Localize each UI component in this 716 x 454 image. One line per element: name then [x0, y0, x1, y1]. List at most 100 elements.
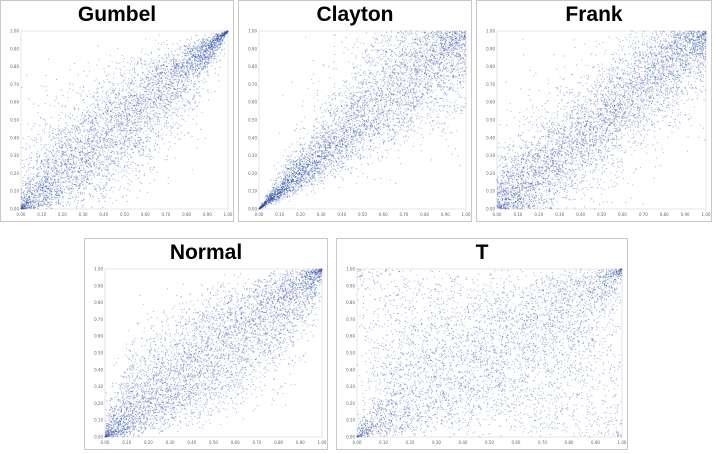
scatter-point: [166, 119, 168, 121]
scatter-point: [187, 47, 189, 49]
scatter-point: [49, 205, 51, 207]
scatter-point: [193, 46, 195, 48]
scatter-point: [226, 31, 228, 33]
scatter-point: [225, 32, 227, 34]
scatter-point: [41, 164, 43, 166]
scatter-point: [107, 111, 109, 113]
scatter-point: [97, 45, 99, 47]
scatter-point: [219, 38, 221, 40]
scatter-point: [184, 51, 186, 53]
scatter-point: [126, 115, 128, 117]
scatter-point: [198, 86, 200, 88]
scatter-point: [170, 82, 172, 84]
scatter-point: [167, 53, 169, 55]
scatter-point: [109, 172, 111, 174]
scatter-point: [87, 166, 89, 168]
scatter-point: [99, 186, 101, 188]
scatter-point: [82, 161, 84, 163]
scatter-point: [126, 201, 128, 203]
scatter-point: [183, 53, 185, 55]
scatter-point: [217, 39, 219, 41]
scatter-point: [150, 87, 152, 89]
scatter-point: [138, 146, 140, 148]
scatter-point: [174, 66, 176, 68]
scatter-point: [191, 50, 193, 52]
scatter-point: [92, 122, 94, 124]
scatter-point: [206, 45, 208, 47]
scatter-point: [111, 83, 113, 84]
scatter-point: [64, 159, 66, 161]
scatter-point: [49, 126, 51, 128]
scatter-point: [35, 196, 37, 198]
scatter-point: [159, 80, 161, 82]
scatter-point: [51, 167, 53, 169]
scatter-point: [226, 32, 228, 34]
scatter-point: [74, 183, 76, 185]
scatter-point: [149, 113, 151, 115]
scatter-point: [131, 78, 133, 80]
scatter-point: [207, 65, 209, 67]
scatter-point: [184, 46, 186, 48]
scatter-point: [153, 62, 155, 64]
scatter-point: [227, 30, 229, 32]
scatter-point: [33, 179, 35, 181]
scatter-point: [44, 169, 46, 171]
scatter-point: [185, 105, 187, 107]
scatter-point: [155, 133, 157, 135]
scatter-point: [25, 183, 27, 185]
scatter-point: [88, 115, 90, 117]
scatter-point: [178, 79, 180, 81]
scatter-point: [50, 116, 52, 118]
scatter-point: [91, 120, 93, 122]
scatter-point: [41, 189, 43, 191]
scatter-point: [126, 118, 128, 120]
scatter-point: [87, 156, 89, 158]
scatter-point: [159, 94, 161, 96]
scatter-point: [196, 75, 198, 77]
scatter-point: [172, 59, 174, 61]
scatter-point: [202, 48, 204, 50]
scatter-point: [180, 75, 182, 77]
scatter-point: [70, 177, 72, 179]
scatter-point: [83, 179, 85, 181]
scatter-point: [103, 138, 105, 140]
scatter-point: [161, 107, 163, 109]
scatter-point: [88, 137, 90, 139]
scatter-point: [154, 149, 156, 151]
scatter-point: [201, 57, 203, 59]
scatter-point: [61, 163, 63, 165]
scatter-point: [116, 135, 118, 137]
scatter-point: [72, 149, 74, 151]
scatter-point: [189, 56, 191, 58]
scatter-point: [180, 95, 182, 97]
scatter-point: [149, 183, 151, 185]
scatter-point: [152, 60, 154, 62]
scatter-point: [217, 35, 219, 37]
scatter-point: [97, 157, 99, 159]
scatter-point: [134, 140, 136, 142]
scatter-point: [104, 187, 106, 189]
scatter-point: [133, 122, 135, 124]
scatter-point: [53, 168, 55, 170]
scatter-point: [44, 147, 46, 149]
scatter-point: [216, 39, 218, 41]
scatter-point: [96, 175, 98, 177]
scatter-point: [78, 107, 80, 109]
scatter-point: [89, 111, 91, 113]
scatter-point: [36, 206, 38, 208]
scatter-point: [199, 50, 201, 52]
scatter-point: [139, 111, 141, 113]
scatter-point: [68, 167, 70, 169]
scatter-point: [117, 164, 119, 166]
scatter-point: [187, 64, 189, 66]
scatter-point: [195, 55, 197, 57]
scatter-point: [133, 138, 135, 140]
scatter-point: [47, 173, 49, 175]
scatter-point: [129, 137, 131, 139]
scatter-point: [159, 90, 161, 92]
scatter-point: [61, 191, 63, 193]
scatter-point: [48, 131, 50, 133]
scatter-point: [121, 147, 123, 149]
scatter-point: [46, 179, 48, 181]
scatter-point: [198, 50, 200, 52]
